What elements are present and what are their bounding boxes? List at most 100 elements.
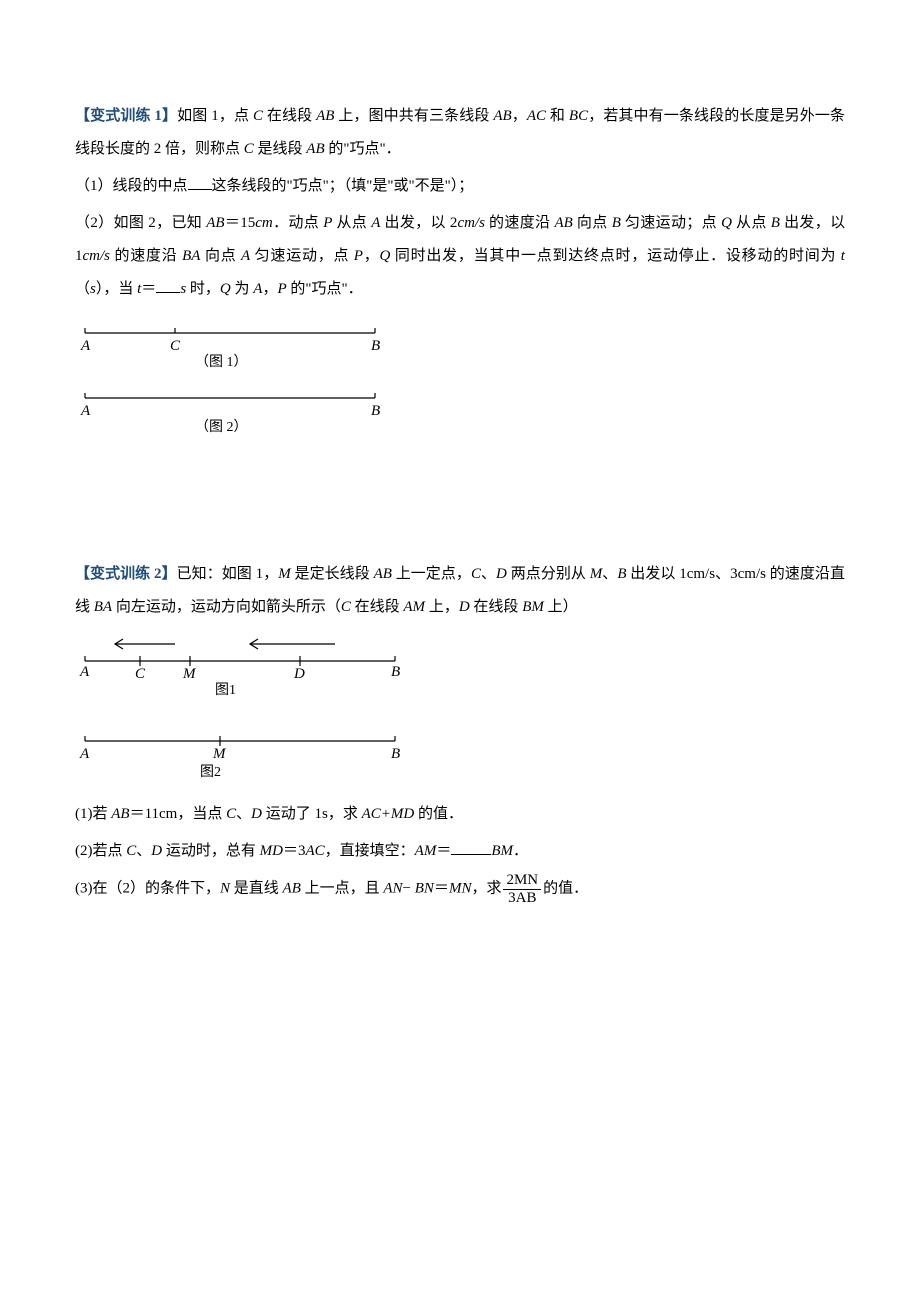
text: 向左运动，运动方向如箭头所示（ <box>116 599 341 615</box>
text: ，求 <box>471 880 501 896</box>
var-am: AM <box>403 599 425 615</box>
var-ab: AB <box>283 880 301 896</box>
text: （ <box>75 281 90 297</box>
var-s: s <box>180 281 186 297</box>
text: ． <box>513 843 528 859</box>
text: ），当 <box>96 281 134 297</box>
var-md: MD <box>260 843 283 859</box>
text: 的"巧点"． <box>290 281 362 297</box>
fraction: 2MN3AB <box>503 872 541 906</box>
text: 在线段 <box>355 599 400 615</box>
text: 的速度沿 <box>489 215 550 231</box>
var-ab: AB <box>316 108 334 124</box>
text: 是直线 <box>234 880 279 896</box>
text: 上） <box>548 599 578 615</box>
problem-1-part-2: （2）如图 2，已知 AB＝15cm．动点 P 从点 A 出发，以 2cm/s … <box>75 207 845 306</box>
fig2b-label-m: M <box>212 746 227 762</box>
var-a: A <box>241 248 250 264</box>
text: 在线段 <box>473 599 518 615</box>
fig-caption-2: （图 2） <box>195 419 248 435</box>
var-p: P <box>323 215 332 231</box>
problem-1: 【变式训练 1】如图 1，点 C 在线段 AB 上，图中共有三条线段 AB，AC… <box>75 100 845 438</box>
var-d: D <box>251 806 262 822</box>
var-bn: BN <box>415 880 434 896</box>
problem-2-part-1: (1)若 AB＝11cm，当点 C、D 运动了 1s，求 AC+MD 的值． <box>75 798 845 831</box>
text: 的值． <box>418 806 463 822</box>
var-bm: BM <box>491 843 513 859</box>
unit-cms: cm/s <box>83 248 111 264</box>
var-q: Q <box>721 215 732 231</box>
var-t: t <box>841 248 845 264</box>
figure-1-svg: A C B （图 1） A B （图 2） <box>75 318 395 438</box>
var-acmd: AC+MD <box>362 806 415 822</box>
var-ab: AB <box>111 806 129 822</box>
var-q: Q <box>220 281 231 297</box>
var-b: B <box>771 215 780 231</box>
text: 上一定点， <box>396 566 471 582</box>
text: ＝15 <box>225 215 256 231</box>
problem-1-part-1: （1）线段的中点 这条线段的"巧点"；（填"是"或"不是"）； <box>75 170 845 203</box>
fraction-den: 3AB <box>503 890 541 907</box>
var-mn: MN <box>449 880 472 896</box>
problem-1-figure: A C B （图 1） A B （图 2） <box>75 318 845 438</box>
var-d: D <box>459 599 470 615</box>
text: ，直接填空： <box>325 843 415 859</box>
var-d: D <box>496 566 507 582</box>
text: 这条线段的"巧点"；（填"是"或"不是"）； <box>212 178 474 194</box>
fraction-num: 2MN <box>503 872 541 890</box>
var-c: C <box>471 566 481 582</box>
var-a: A <box>371 215 380 231</box>
text: − <box>403 880 411 896</box>
unit-cm: cm <box>255 215 273 231</box>
var-ba: BA <box>94 599 112 615</box>
var-c: C <box>341 599 351 615</box>
blank <box>156 280 180 294</box>
var-ab: AB <box>206 215 224 231</box>
var-b: B <box>612 215 621 231</box>
text: ＝11cm，当点 <box>130 806 223 822</box>
var-n: N <box>220 880 230 896</box>
problem-2-intro: 【变式训练 2】已知：如图 1，M 是定长线段 AB 上一定点，C、D 两点分别… <box>75 558 845 624</box>
fig-label-c: C <box>170 338 181 354</box>
fig2-label-m: M <box>182 666 197 682</box>
fig-caption-1: （图 1） <box>195 354 248 370</box>
text: （1）线段的中点 <box>75 178 188 194</box>
fig2b-caption: 图2 <box>200 765 221 780</box>
text: 的速度沿 <box>115 248 178 264</box>
var-an: AN <box>383 880 402 896</box>
text: 上， <box>429 599 459 615</box>
text: ， <box>363 248 380 264</box>
var-d: D <box>151 843 162 859</box>
text: 如图 1，点 <box>177 108 249 124</box>
text: 是定长线段 <box>295 566 370 582</box>
fig-label-b2: B <box>371 403 380 419</box>
unit-cms: cm/s <box>457 215 485 231</box>
text: ＝ <box>436 843 451 859</box>
text: 向点 <box>205 248 237 264</box>
var-ac: AC <box>305 843 324 859</box>
text: 为 <box>235 281 250 297</box>
fig2-label-a: A <box>79 664 90 680</box>
fig2-label-d: D <box>293 666 305 682</box>
text: (2)若点 <box>75 843 123 859</box>
var-b: B <box>617 566 626 582</box>
text: 的值． <box>543 880 588 896</box>
var-ab: AB <box>493 108 511 124</box>
text: 、 <box>602 566 617 582</box>
text: 匀速运动，点 <box>255 248 350 264</box>
text: ＝3 <box>283 843 306 859</box>
text: 同时出发，当其中一点到达终点时，运动停止．设移动的时间为 <box>395 248 836 264</box>
problem-1-heading: 【变式训练 1】 <box>75 108 177 124</box>
text: 向点 <box>577 215 608 231</box>
problem-2-part-2: (2)若点 C、D 运动时，总有 MD＝3AC，直接填空：AM＝BM． <box>75 835 845 868</box>
var-c: C <box>126 843 136 859</box>
text: ＝ <box>434 880 449 896</box>
var-m: M <box>278 566 291 582</box>
text: ， <box>512 108 527 124</box>
problem-1-intro: 【变式训练 1】如图 1，点 C 在线段 AB 上，图中共有三条线段 AB，AC… <box>75 100 845 166</box>
var-ac: AC <box>527 108 546 124</box>
text: 运动了 1s，求 <box>266 806 358 822</box>
fig2-caption-1: 图1 <box>215 683 236 698</box>
var-c: C <box>226 806 236 822</box>
var-c: C <box>253 108 263 124</box>
